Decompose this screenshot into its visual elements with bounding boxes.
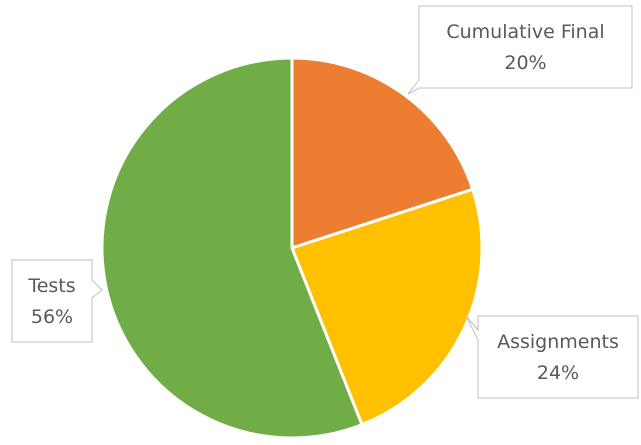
data-label-callouts: Cumulative Final 20% Assignments 24% Tests 56…: [11, 5, 639, 399]
callout-box: [465, 315, 639, 399]
data-label-percent: 56%: [31, 306, 73, 328]
data-label-category: Tests: [27, 275, 75, 297]
data-label-category: Cumulative Final: [446, 21, 604, 43]
data-label-percent: 24%: [537, 362, 579, 384]
pie-slice-tests: [100, 56, 364, 440]
callout-box: [11, 259, 103, 343]
callout-tests: Tests 56%: [11, 259, 103, 343]
callout-box: [407, 5, 633, 95]
pie-slice-cumulative-final: [290, 56, 475, 250]
data-label-percent: 20%: [504, 52, 546, 74]
data-label-category: Assignments: [497, 331, 619, 353]
callout-assignments: Assignments 24%: [465, 315, 639, 399]
pie-slices: [100, 56, 484, 440]
callout-cumulative-final: Cumulative Final 20%: [407, 5, 633, 95]
